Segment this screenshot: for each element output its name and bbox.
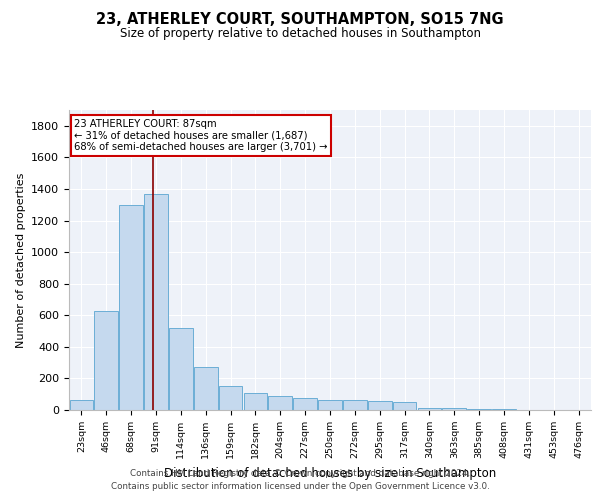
X-axis label: Distribution of detached houses by size in Southampton: Distribution of detached houses by size … <box>164 466 496 479</box>
Text: Size of property relative to detached houses in Southampton: Size of property relative to detached ho… <box>119 28 481 40</box>
Bar <box>368 402 392 410</box>
Bar <box>70 400 93 410</box>
Bar <box>194 368 218 410</box>
Bar <box>268 396 292 410</box>
Bar <box>244 392 267 410</box>
Text: 23, ATHERLEY COURT, SOUTHAMPTON, SO15 7NG: 23, ATHERLEY COURT, SOUTHAMPTON, SO15 7N… <box>96 12 504 28</box>
Text: 23 ATHERLEY COURT: 87sqm
← 31% of detached houses are smaller (1,687)
68% of sem: 23 ATHERLEY COURT: 87sqm ← 31% of detach… <box>74 119 328 152</box>
Text: Contains public sector information licensed under the Open Government Licence v3: Contains public sector information licen… <box>110 482 490 491</box>
Bar <box>293 398 317 410</box>
Bar <box>318 400 342 410</box>
Bar <box>492 409 516 410</box>
Text: Contains HM Land Registry data © Crown copyright and database right 2024.: Contains HM Land Registry data © Crown c… <box>130 468 470 477</box>
Bar <box>442 408 466 410</box>
Bar <box>144 194 168 410</box>
Bar <box>393 402 416 410</box>
Y-axis label: Number of detached properties: Number of detached properties <box>16 172 26 348</box>
Bar <box>94 310 118 410</box>
Bar <box>418 408 441 410</box>
Bar <box>169 328 193 410</box>
Bar <box>467 409 491 410</box>
Bar <box>119 204 143 410</box>
Bar <box>343 400 367 410</box>
Bar <box>219 386 242 410</box>
